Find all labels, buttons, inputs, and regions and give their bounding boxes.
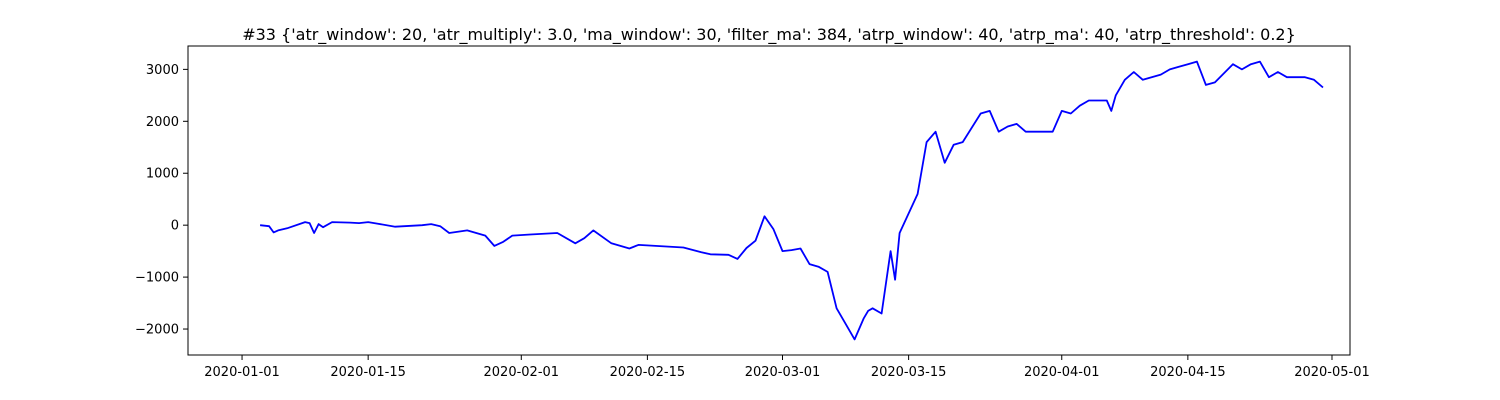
x-tick-label: 2020-02-15 xyxy=(610,365,686,380)
x-tick-label: 2020-01-01 xyxy=(204,365,280,380)
chart-title: #33 {'atr_window': 20, 'atr_multiply': 3… xyxy=(242,25,1296,45)
y-tick-label: 2000 xyxy=(146,115,179,130)
x-tick-label: 2020-02-01 xyxy=(484,365,560,380)
x-tick-label: 2020-04-15 xyxy=(1150,365,1226,380)
x-tick-label: 2020-01-15 xyxy=(330,365,406,380)
x-tick-label: 2020-03-15 xyxy=(871,365,947,380)
y-axis: 3000 2000 1000 0 −1000 −2000 xyxy=(135,63,188,338)
y-tick-label: 0 xyxy=(171,219,179,234)
y-tick-label: −1000 xyxy=(135,271,179,286)
x-tick-label: 2020-03-01 xyxy=(745,365,821,380)
y-tick-label: 3000 xyxy=(146,63,179,78)
x-axis: 2020-01-01 2020-01-15 2020-02-01 2020-02-15… xyxy=(204,355,1370,380)
y-tick-label: −2000 xyxy=(135,323,179,338)
plot-frame xyxy=(187,45,1351,356)
plot-area xyxy=(187,45,1351,356)
series-line xyxy=(260,60,1324,341)
x-tick-label: 2020-04-01 xyxy=(1024,365,1100,380)
y-tick-label: 1000 xyxy=(146,167,179,182)
x-tick-label: 2020-05-01 xyxy=(1294,365,1370,380)
